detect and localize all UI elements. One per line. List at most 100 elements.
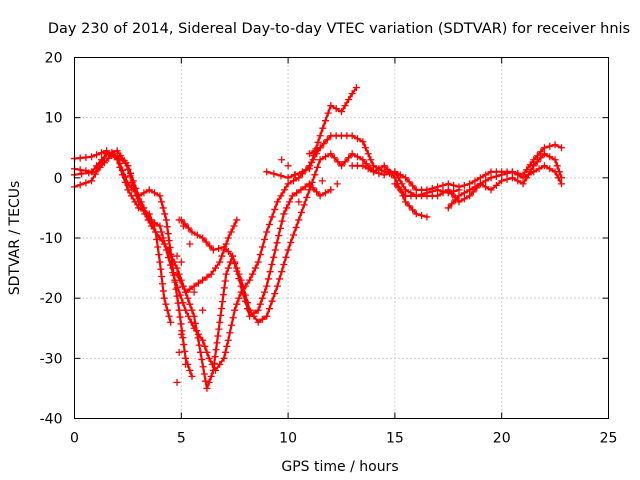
data-point bbox=[508, 168, 516, 176]
data-point bbox=[164, 246, 172, 254]
data-series bbox=[71, 84, 566, 392]
data-point bbox=[540, 144, 548, 152]
data-point bbox=[305, 150, 313, 158]
data-point bbox=[323, 136, 331, 144]
data-point bbox=[268, 297, 276, 305]
data-point bbox=[423, 186, 431, 194]
data-point bbox=[152, 228, 160, 236]
data-point bbox=[98, 149, 106, 157]
data-point bbox=[286, 198, 294, 206]
data-point bbox=[151, 219, 159, 227]
data-point bbox=[313, 188, 321, 196]
data-point bbox=[224, 264, 232, 272]
data-point bbox=[448, 190, 456, 198]
data-point bbox=[402, 198, 410, 206]
data-point bbox=[469, 188, 477, 196]
data-point bbox=[173, 264, 181, 272]
data-point bbox=[503, 175, 511, 183]
data-point bbox=[194, 334, 202, 342]
data-point bbox=[359, 156, 367, 164]
data-point bbox=[188, 306, 196, 314]
data-point bbox=[305, 165, 313, 173]
data-point bbox=[387, 170, 395, 178]
data-point bbox=[284, 180, 292, 188]
data-point bbox=[231, 306, 239, 314]
data-point bbox=[176, 313, 184, 321]
data-point bbox=[109, 150, 117, 158]
data-point bbox=[235, 270, 243, 278]
data-point bbox=[197, 348, 205, 356]
data-point bbox=[448, 200, 456, 208]
data-point bbox=[354, 135, 362, 143]
series-track-4 bbox=[71, 150, 335, 392]
data-point bbox=[229, 314, 237, 322]
data-point bbox=[176, 291, 184, 299]
data-point bbox=[327, 102, 335, 110]
data-point bbox=[193, 231, 201, 239]
data-point bbox=[233, 216, 241, 224]
series-track-5 bbox=[177, 150, 463, 326]
data-point bbox=[203, 384, 211, 392]
data-point bbox=[224, 336, 232, 344]
data-point bbox=[258, 243, 266, 251]
data-point bbox=[316, 192, 324, 200]
data-point bbox=[175, 216, 183, 224]
data-point bbox=[191, 319, 199, 327]
data-point bbox=[455, 198, 463, 206]
y-tick-label: -30 bbox=[40, 351, 63, 367]
data-point bbox=[514, 177, 522, 185]
data-point bbox=[193, 327, 201, 335]
data-point bbox=[352, 84, 360, 92]
data-point bbox=[156, 258, 164, 266]
data-point bbox=[398, 188, 406, 196]
data-point bbox=[233, 264, 241, 272]
data-point bbox=[332, 105, 340, 113]
data-point bbox=[508, 174, 516, 182]
data-point bbox=[205, 354, 213, 362]
data-point bbox=[338, 162, 345, 170]
data-point bbox=[466, 192, 474, 200]
data-point bbox=[165, 312, 173, 320]
data-point bbox=[186, 300, 194, 308]
data-point bbox=[292, 223, 300, 231]
data-point bbox=[264, 275, 272, 283]
data-point bbox=[179, 299, 187, 307]
data-point bbox=[396, 171, 404, 179]
data-point bbox=[551, 168, 559, 176]
data-point bbox=[132, 191, 140, 199]
data-point bbox=[201, 342, 209, 350]
data-point bbox=[278, 268, 286, 276]
data-point bbox=[144, 216, 152, 224]
data-point bbox=[359, 162, 367, 170]
data-point bbox=[216, 360, 224, 368]
data-point bbox=[220, 284, 228, 292]
data-point bbox=[221, 277, 229, 285]
data-point bbox=[321, 153, 329, 161]
data-point bbox=[250, 312, 258, 320]
data-point bbox=[271, 290, 279, 298]
data-point bbox=[177, 258, 185, 266]
data-point bbox=[186, 366, 194, 374]
data-point bbox=[278, 156, 286, 164]
data-point bbox=[115, 154, 123, 162]
data-point bbox=[258, 294, 266, 302]
data-point bbox=[227, 228, 235, 236]
data-point bbox=[289, 231, 297, 239]
data-point bbox=[162, 300, 170, 308]
x-tick-label: 25 bbox=[600, 431, 618, 447]
data-point bbox=[199, 363, 207, 371]
data-point bbox=[348, 132, 356, 140]
data-point bbox=[310, 152, 318, 160]
data-point bbox=[158, 228, 166, 236]
x-tick-label: 15 bbox=[386, 431, 404, 447]
data-point bbox=[124, 180, 132, 188]
data-point bbox=[519, 180, 527, 188]
data-point bbox=[169, 269, 177, 277]
data-point bbox=[409, 206, 417, 214]
data-point bbox=[283, 204, 291, 212]
data-point bbox=[265, 305, 273, 313]
data-point bbox=[231, 258, 239, 266]
x-tick-label: 20 bbox=[493, 431, 511, 447]
data-point bbox=[220, 354, 228, 362]
data-point bbox=[314, 138, 322, 146]
